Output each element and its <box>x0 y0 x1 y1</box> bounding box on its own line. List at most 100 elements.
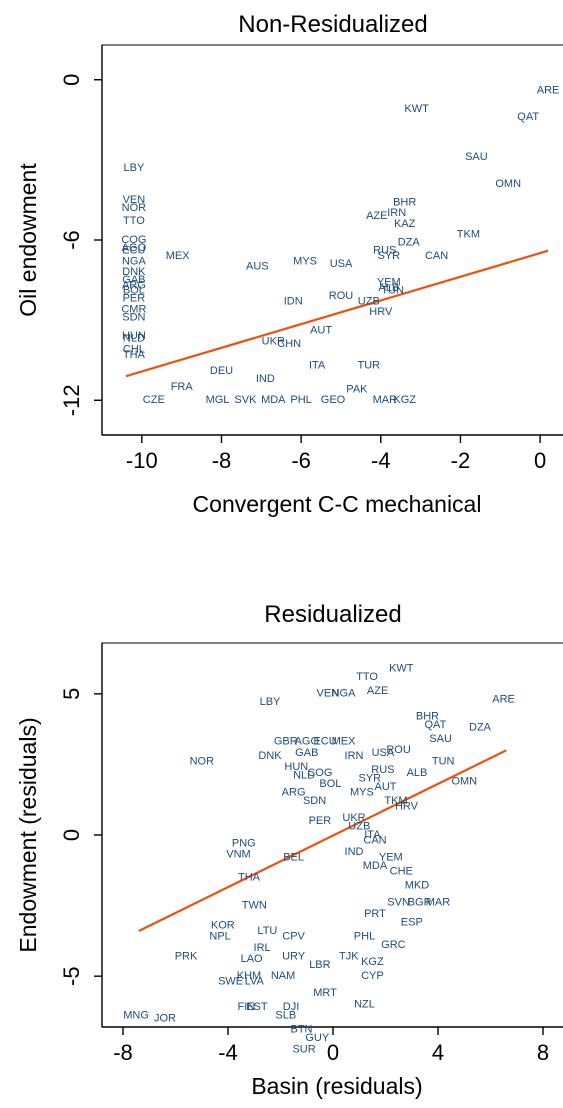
point-label-cog: COG <box>307 767 332 779</box>
chart-2-x-ticks: -8 -4 0 4 8 <box>113 1027 549 1065</box>
point-label-per: PER <box>123 293 146 305</box>
point-label-usa: USA <box>372 747 395 759</box>
point-label-nld: NLD <box>123 333 145 345</box>
chart-2-y-axis-title: Endowment (residuals) <box>15 717 41 952</box>
point-label-rou: ROU <box>386 744 411 756</box>
point-label-kgz: KGZ <box>361 956 384 968</box>
y-tick-label: 0 <box>59 74 84 86</box>
point-label-gab: GAB <box>122 274 145 286</box>
point-label-alb: ALB <box>407 767 428 779</box>
point-label-kgz: KGZ <box>393 394 416 406</box>
x-tick-label: -6 <box>291 448 311 473</box>
point-label-guy: GUY <box>305 1032 330 1044</box>
point-label-ukr: UKR <box>262 335 285 347</box>
point-label-sdn: SDN <box>303 795 326 807</box>
point-label-deu: DEU <box>210 365 233 377</box>
point-label-are: ARE <box>537 84 560 96</box>
point-label-lva: LVA <box>245 976 265 988</box>
chart-2-title: Residualized <box>264 601 401 628</box>
chart-2-x-axis-title: Basin (residuals) <box>251 1073 422 1099</box>
point-label-ury: URY <box>282 950 306 962</box>
point-label-swe: SWE <box>218 976 243 988</box>
point-label-nga: NGA <box>122 255 147 267</box>
point-label-pak: PAK <box>346 384 368 396</box>
point-label-ecu: ECU <box>122 245 145 257</box>
point-label-sau: SAU <box>465 151 488 163</box>
point-label-tun: TUN <box>381 285 404 297</box>
x-tick-label: -4 <box>371 448 391 473</box>
chart-non-residualized: Non-Residualized ARE QAT KWT SAU OMN LBY VENNO… <box>15 11 563 517</box>
point-label-hrv: HRV <box>369 306 393 318</box>
point-label-omn: OMN <box>495 178 521 190</box>
point-label-est: EST <box>246 1001 268 1013</box>
point-label-arg: ARG <box>282 787 306 799</box>
point-label-hrv: HRV <box>395 801 419 813</box>
y-tick-label: 5 <box>59 688 84 700</box>
point-label-tha: THA <box>238 871 261 883</box>
point-label-kaz: KAZ <box>394 218 416 230</box>
x-tick-label: -10 <box>126 448 158 473</box>
point-label-bgr: BGR <box>408 897 432 909</box>
point-label-yem: YEM <box>377 277 401 289</box>
point-label-bol: BOL <box>123 285 145 297</box>
point-label-irl: IRL <box>254 942 271 954</box>
fit-line <box>125 249 549 378</box>
point-label-tkm: TKM <box>384 795 407 807</box>
point-label-bhr: BHR <box>393 197 416 209</box>
point-label-nga: NGA <box>332 688 357 700</box>
chart-1-title: Non-Residualized <box>238 11 427 38</box>
point-label-qat: QAT <box>425 719 447 731</box>
point-label-fin: FIN <box>238 1001 256 1013</box>
point-label-gab: GAB <box>295 747 318 759</box>
point-label-ago: AGO <box>122 242 147 254</box>
point-label-bol: BOL <box>319 778 341 790</box>
point-label-lao: LAO <box>241 953 263 965</box>
point-label-hun: HUN <box>122 330 146 342</box>
point-label-arg: ARG <box>122 279 146 291</box>
point-label-nld: NLD <box>293 770 315 782</box>
x-tick-label: 8 <box>537 1040 549 1065</box>
point-label-rus: RUS <box>373 245 396 257</box>
chart-1-frame <box>101 44 563 436</box>
point-label-alb: ALB <box>378 282 399 294</box>
point-label-can: CAN <box>425 250 448 262</box>
point-label-yem: YEM <box>379 852 403 864</box>
point-label-tkm: TKM <box>457 229 480 241</box>
x-tick-label: -8 <box>113 1040 133 1065</box>
point-label-lby: LBY <box>260 696 281 708</box>
x-tick-label: 0 <box>327 1040 339 1065</box>
point-label-uzb: UZB <box>358 295 380 307</box>
x-tick-label: -4 <box>218 1040 238 1065</box>
point-label-mex: MEX <box>166 250 191 262</box>
point-label-mys: MYS <box>293 255 317 267</box>
point-label-chl: CHL <box>123 343 145 355</box>
point-label-sdn: SDN <box>122 311 145 323</box>
point-label-chn: CHN <box>277 338 301 350</box>
point-label-cze: CZE <box>143 394 165 406</box>
fit-line <box>138 749 507 932</box>
x-tick-label: 0 <box>534 448 546 473</box>
point-label-rou: ROU <box>329 290 354 302</box>
point-label-ecu: ECU <box>313 736 336 748</box>
point-label-phl: PHL <box>354 931 375 943</box>
point-label-are: ARE <box>492 693 515 705</box>
point-label-jor: JOR <box>154 1012 176 1024</box>
point-label-aut: AUT <box>375 781 397 793</box>
chart-1-fit-layer <box>125 249 549 378</box>
point-label-dnk: DNK <box>122 266 146 278</box>
point-label-png: PNG <box>232 837 256 849</box>
point-label-ago: AGO <box>295 736 320 748</box>
point-label-ven: VEN <box>123 194 146 206</box>
point-label-omn: OMN <box>451 775 477 787</box>
point-label-nzl: NZL <box>354 998 375 1010</box>
point-label-slb: SLB <box>275 1010 296 1022</box>
point-label-mex: MEX <box>332 736 357 748</box>
x-tick-label: -2 <box>451 448 471 473</box>
point-label-syr: SYR <box>377 250 400 262</box>
point-label-aze: AZE <box>367 685 388 697</box>
point-label-idn: IDN <box>284 295 303 307</box>
point-label-kor: KOR <box>211 919 235 931</box>
point-label-dza: DZA <box>469 722 492 734</box>
